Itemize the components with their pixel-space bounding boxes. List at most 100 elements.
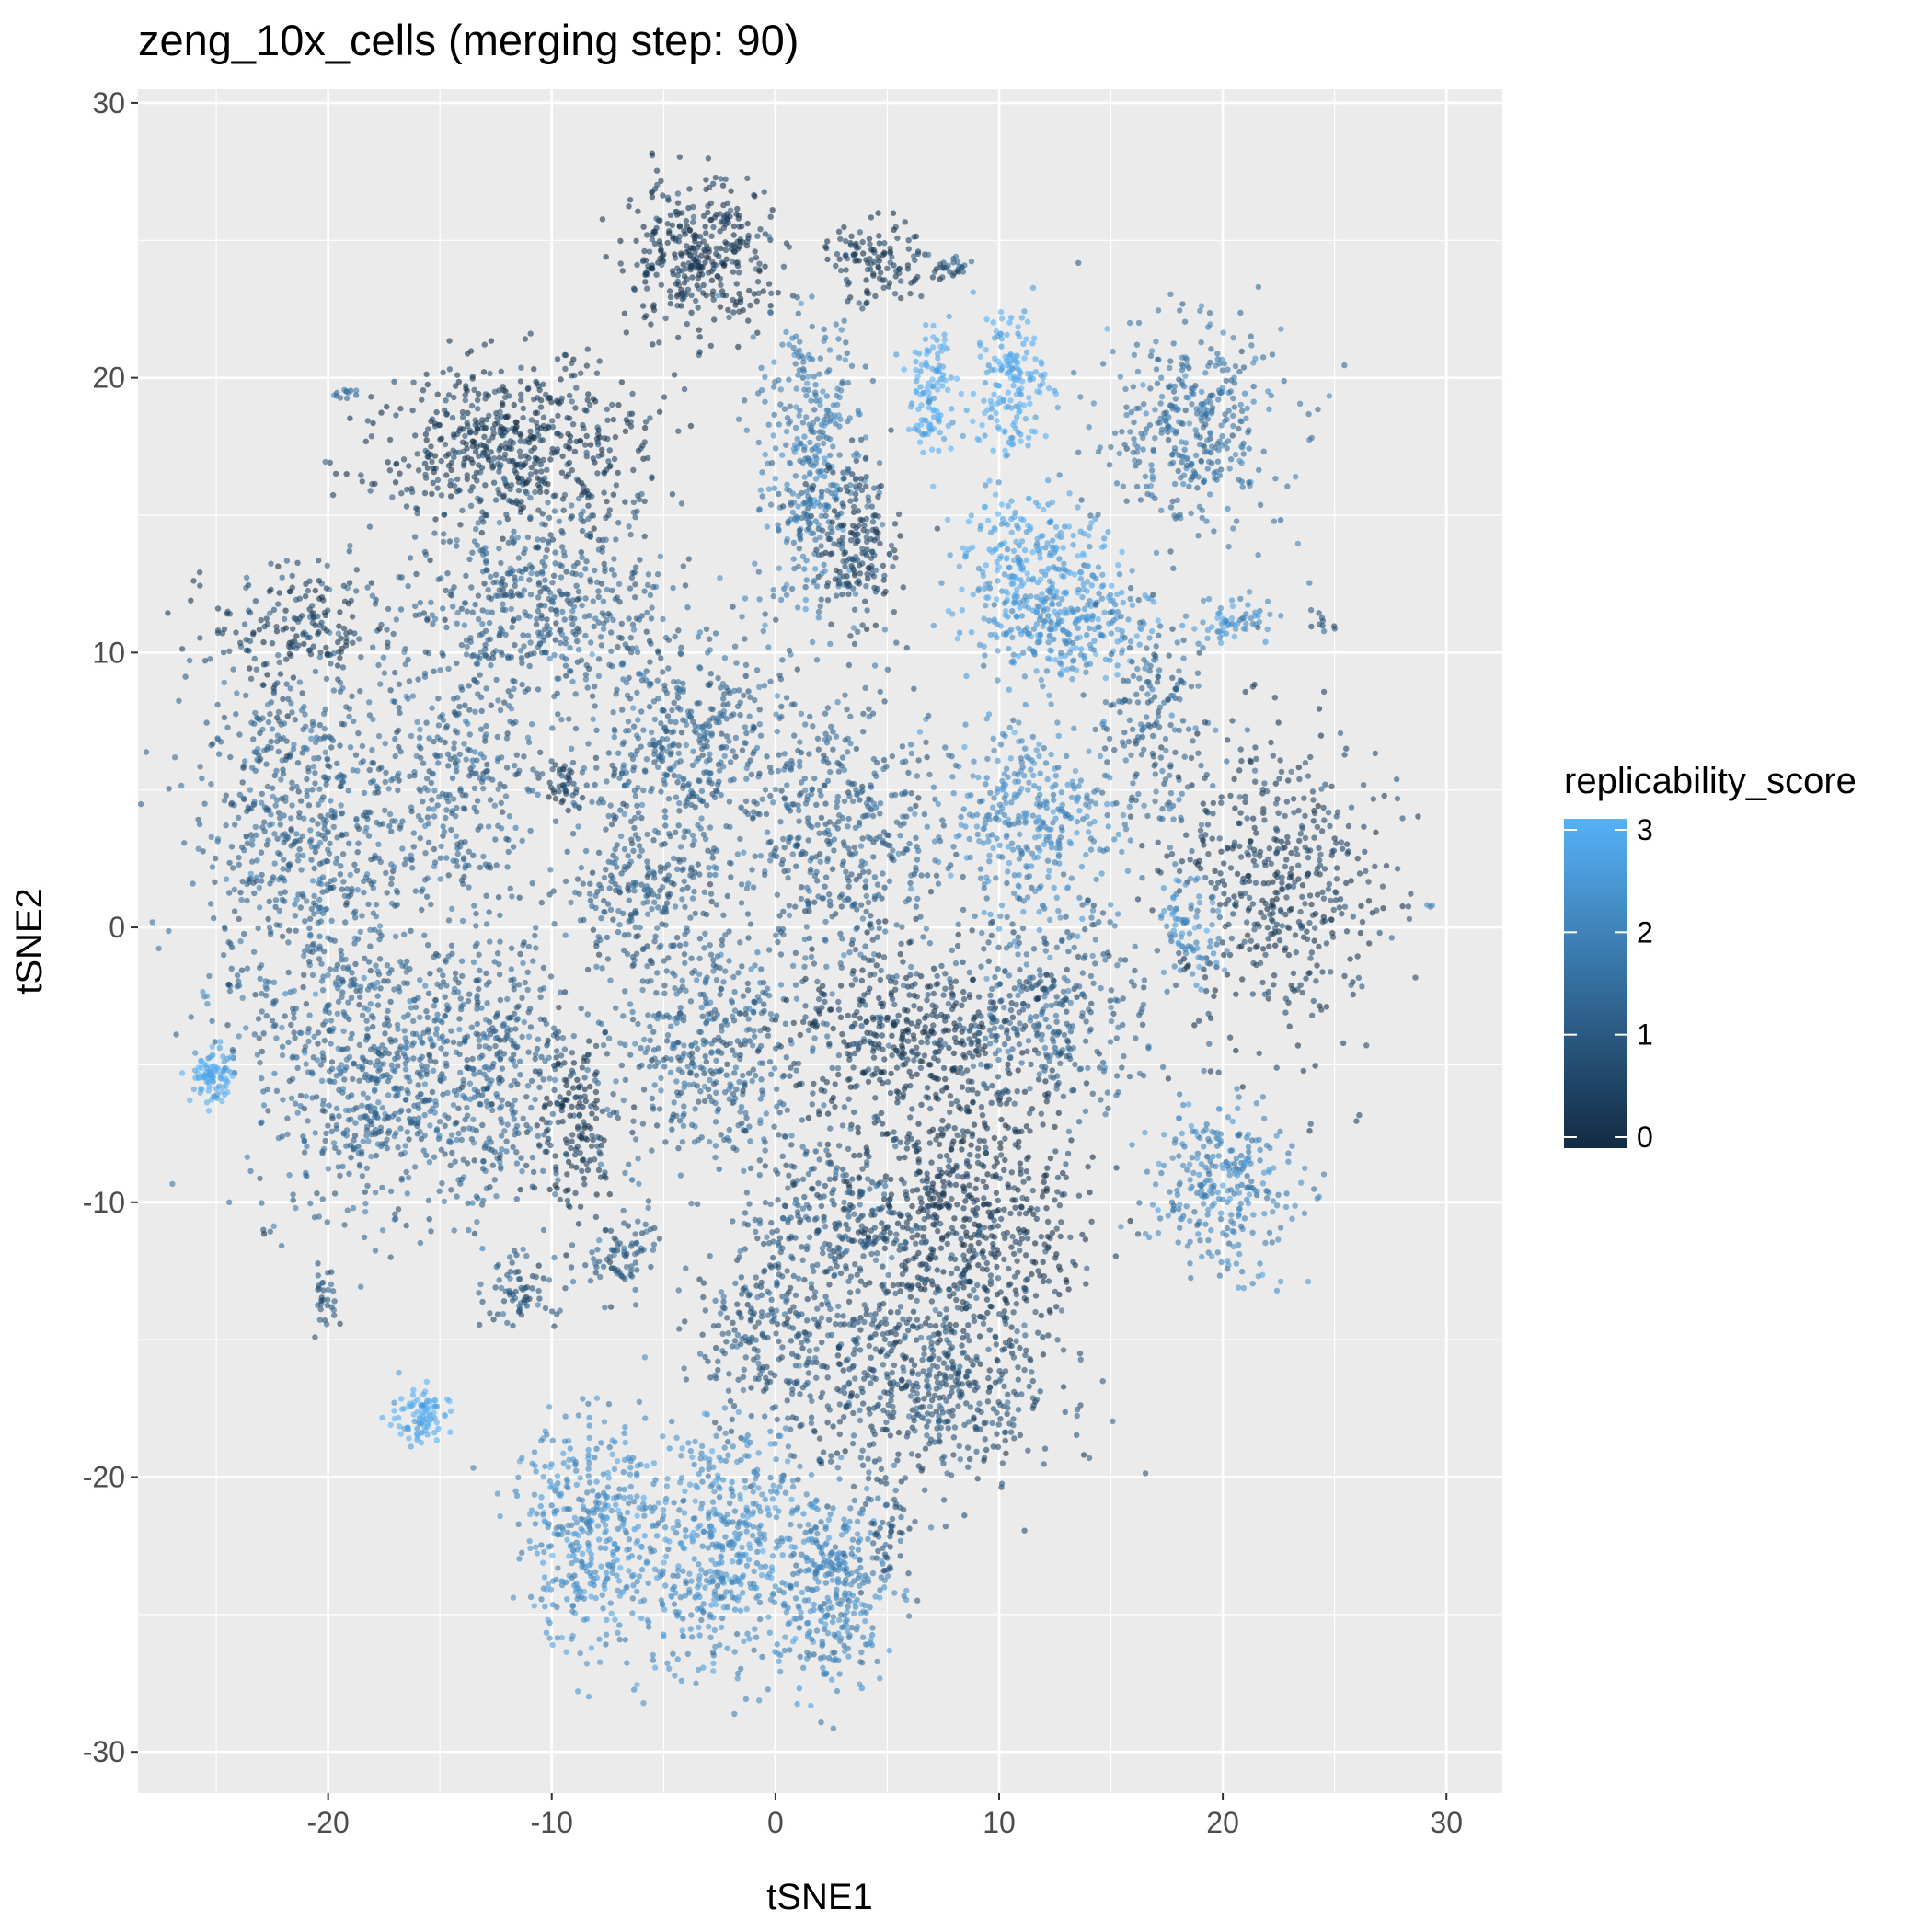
scatter-point: [1079, 915, 1086, 922]
scatter-point: [1058, 650, 1064, 656]
scatter-point: [1321, 817, 1328, 823]
scatter-point: [482, 396, 489, 402]
scatter-point: [1127, 638, 1134, 645]
scatter-point: [488, 338, 495, 344]
scatter-point: [1348, 878, 1354, 884]
scatter-point: [875, 263, 881, 270]
scatter-point: [1095, 564, 1102, 570]
scatter-point: [1316, 943, 1322, 950]
scatter-point: [857, 436, 865, 443]
scatter-point: [428, 443, 434, 450]
scatter-point: [1153, 366, 1160, 373]
scatter-point: [354, 822, 361, 830]
scatter-point: [852, 490, 859, 498]
scatter-point: [424, 454, 431, 460]
scatter-point: [713, 245, 719, 252]
scatter-point: [1279, 923, 1285, 929]
scatter-point: [384, 403, 390, 410]
scatter-point: [676, 224, 684, 230]
scatter-point: [1031, 649, 1038, 655]
scatter-point: [542, 577, 548, 583]
scatter-point: [406, 463, 412, 469]
scatter-point: [1201, 443, 1208, 450]
scatter-point: [345, 788, 351, 794]
scatter-point: [1191, 626, 1198, 632]
scatter-point: [1018, 515, 1025, 523]
scatter-point: [1147, 482, 1155, 489]
scatter-point: [1142, 473, 1149, 480]
scatter-point: [1011, 594, 1018, 601]
scatter-point: [1237, 418, 1244, 424]
scatter-point: [1182, 613, 1190, 619]
scatter-point: [358, 654, 364, 661]
scatter-point: [812, 392, 819, 398]
scatter-point: [1016, 856, 1023, 862]
scatter-point: [1096, 590, 1102, 597]
scatter-point: [1158, 507, 1165, 513]
scatter-point: [1161, 410, 1167, 417]
scatter-point: [1273, 850, 1280, 857]
scatter-point: [1080, 692, 1087, 698]
scatter-point: [1183, 462, 1190, 469]
scatter-point: [417, 599, 423, 606]
scatter-point: [686, 227, 694, 234]
plot-panel: [138, 89, 1502, 1793]
scatter-point: [235, 978, 242, 984]
scatter-point: [1088, 582, 1096, 589]
scatter-point: [1230, 335, 1236, 341]
scatter-point: [340, 879, 347, 885]
scatter-point: [760, 288, 766, 294]
scatter-point: [431, 530, 438, 536]
scatter-point: [1051, 797, 1057, 803]
scatter-point: [316, 933, 323, 939]
scatter-point: [695, 244, 701, 251]
scatter-point: [945, 422, 952, 430]
scatter-point: [1108, 902, 1114, 908]
scatter-point: [987, 789, 994, 796]
scatter-point: [1201, 842, 1207, 848]
scatter-point: [1248, 333, 1254, 339]
scatter-point: [1197, 827, 1204, 834]
scatter-point: [926, 398, 933, 406]
scatter-point: [1085, 602, 1091, 608]
scatter-point: [364, 418, 371, 424]
scatter-point: [627, 635, 634, 641]
scatter-point: [413, 570, 420, 578]
scatter-point: [1015, 365, 1021, 373]
scatter-point: [1236, 820, 1243, 827]
scatter-point: [1116, 450, 1123, 457]
scatter-point: [478, 465, 486, 471]
scatter-point: [612, 433, 619, 441]
scatter-point: [754, 279, 762, 285]
scatter-point: [1140, 446, 1146, 453]
scatter-point: [1239, 408, 1246, 414]
scatter-point: [842, 563, 848, 570]
scatter-point: [578, 516, 584, 523]
scatter-point: [307, 933, 314, 939]
scatter-point: [1129, 659, 1135, 665]
scatter-point: [1127, 813, 1134, 820]
scatter-point: [558, 563, 565, 569]
scatter-point: [1253, 830, 1259, 836]
scatter-point: [231, 886, 237, 893]
scatter-point: [992, 491, 999, 498]
scatter-point: [835, 336, 842, 342]
scatter-point: [1080, 581, 1087, 588]
scatter-point: [328, 937, 334, 943]
scatter-point: [1358, 903, 1364, 909]
scatter-point: [1196, 503, 1203, 510]
scatter-point: [627, 197, 634, 203]
scatter-point: [939, 383, 946, 389]
scatter-point: [533, 468, 539, 476]
scatter-point: [261, 819, 268, 825]
scatter-point: [1285, 951, 1293, 959]
scatter-point: [1087, 512, 1094, 519]
scatter-point: [936, 447, 942, 454]
scatter-point: [558, 376, 564, 383]
scatter-point: [176, 697, 182, 704]
scatter-point: [1017, 600, 1023, 606]
scatter-point: [1000, 397, 1007, 403]
scatter-point: [1081, 656, 1088, 662]
scatter-point: [490, 479, 498, 486]
scatter-point: [1231, 380, 1238, 386]
